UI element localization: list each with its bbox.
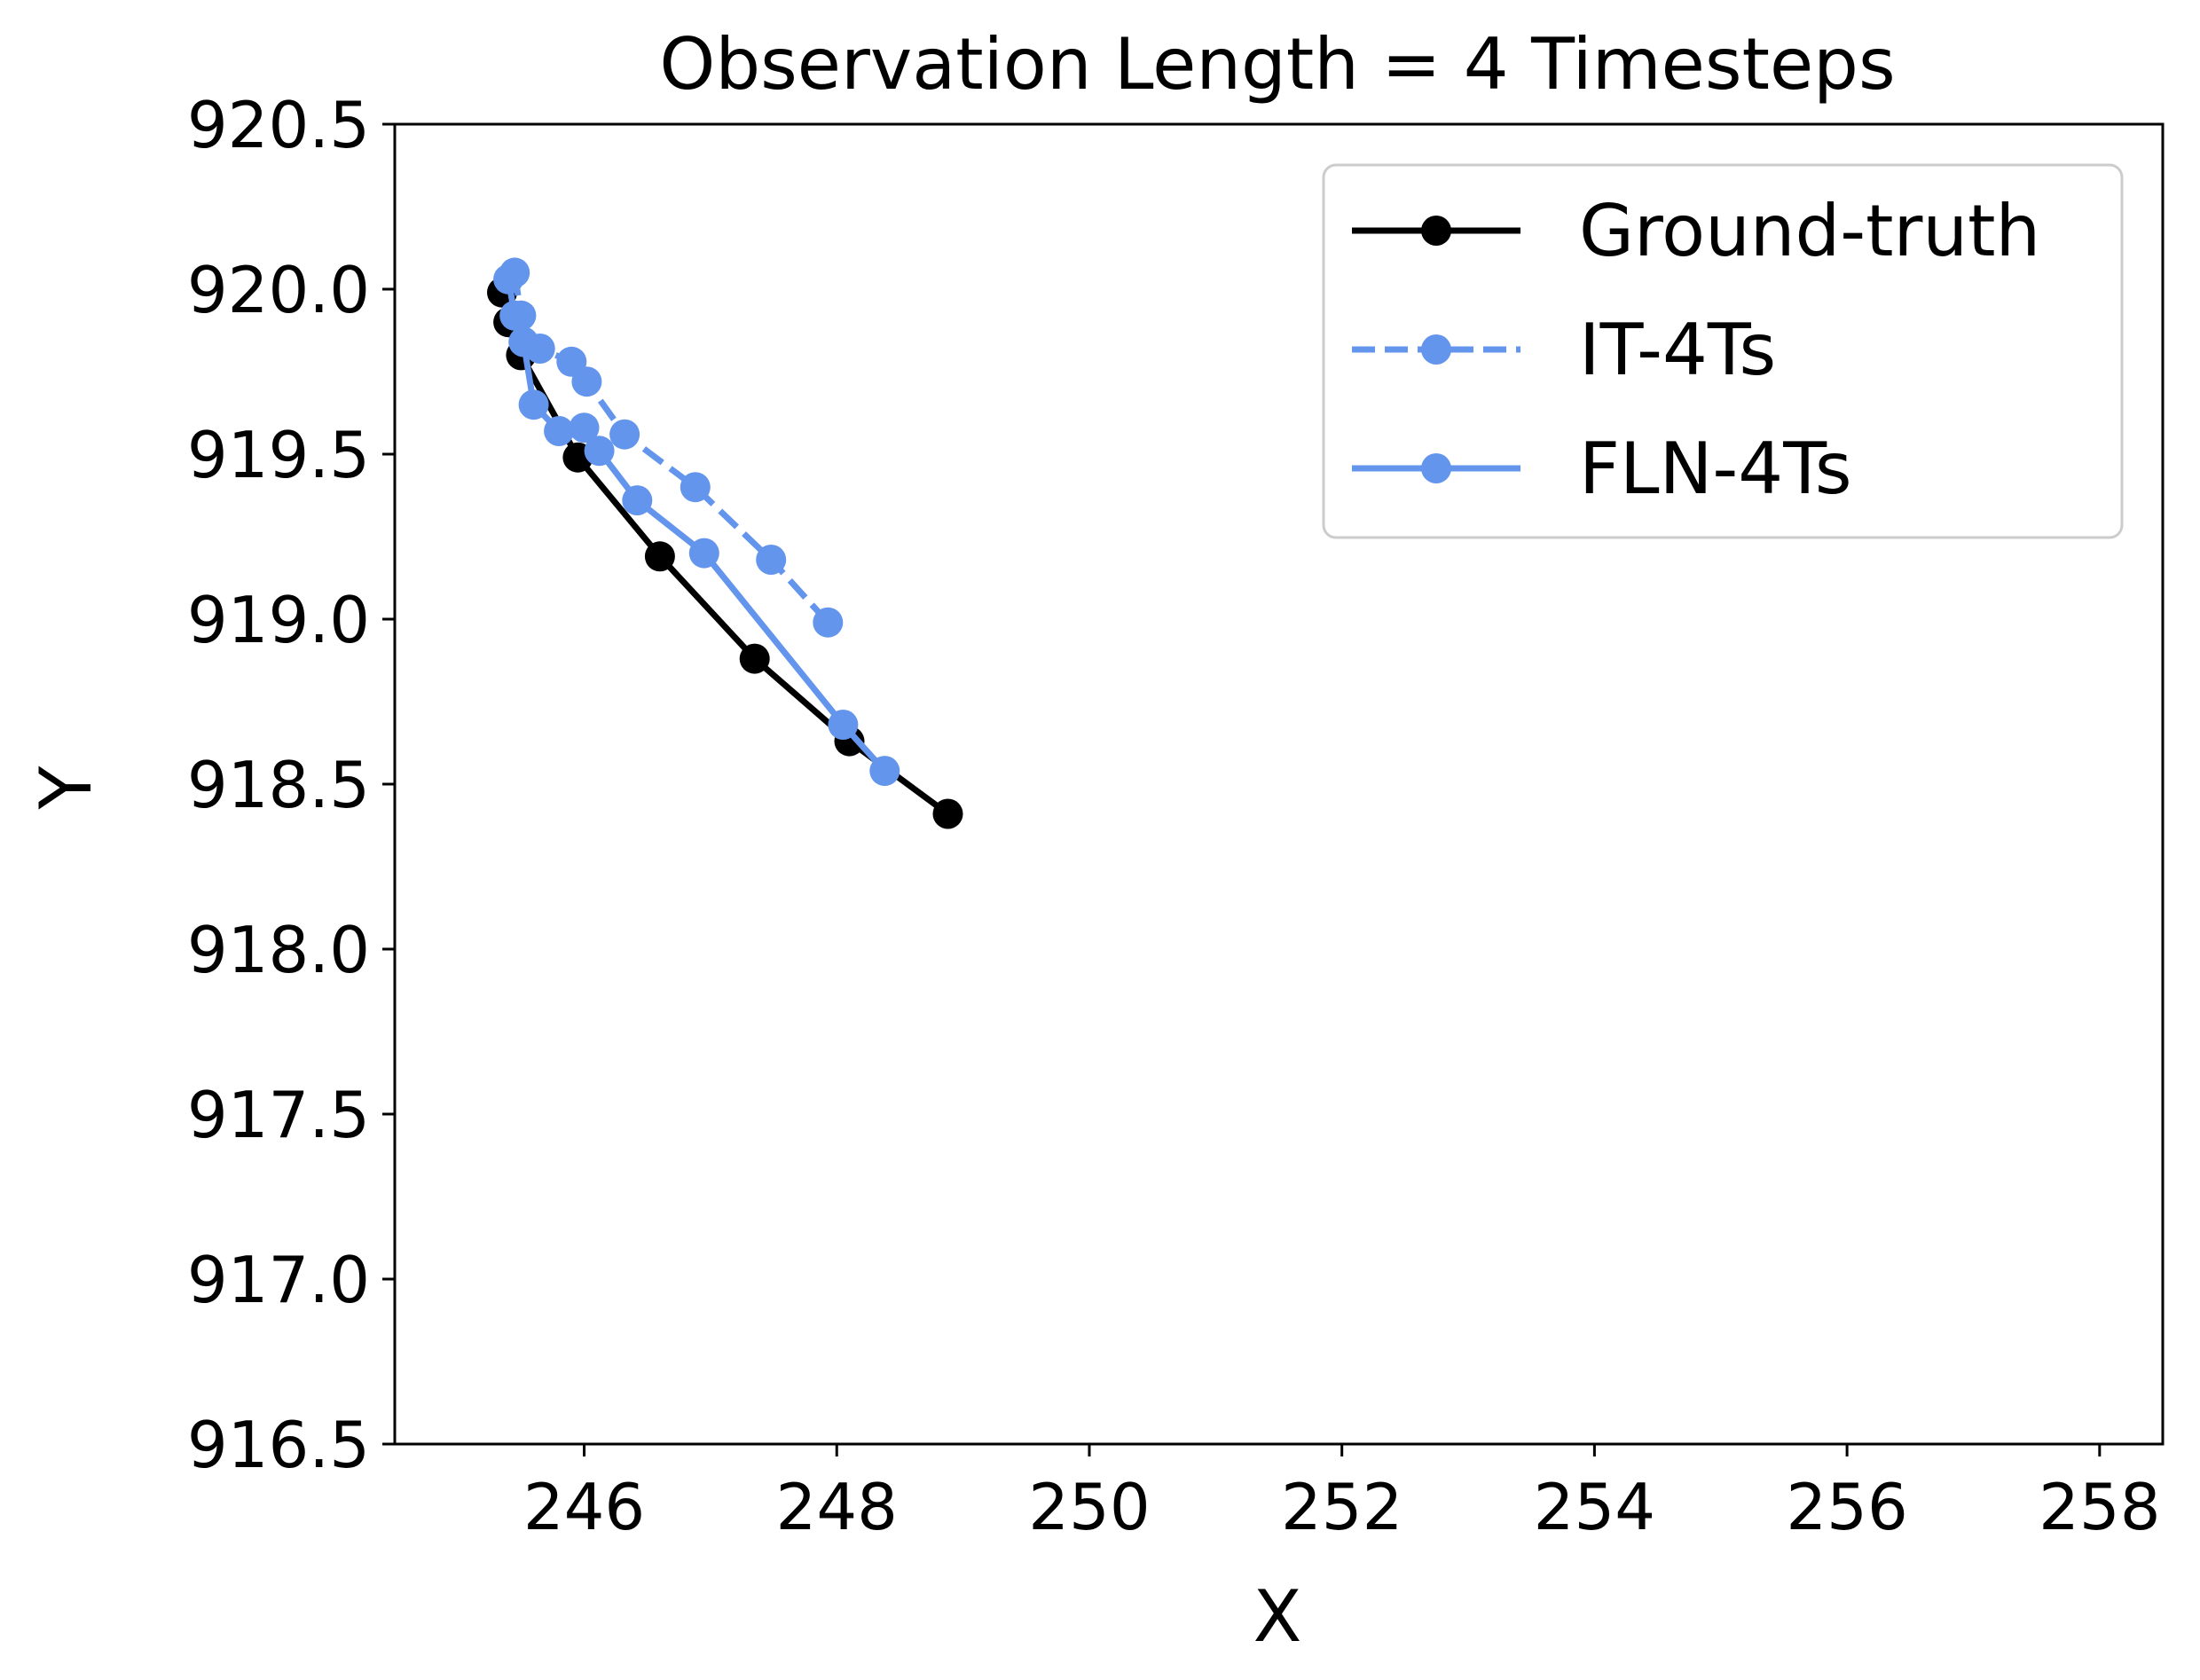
legend-marker-it-4ts [1421, 334, 1451, 365]
data-point-fln-4ts [828, 710, 859, 740]
y-tick-label: 918.5 [187, 748, 370, 822]
series-fln-4ts [493, 263, 900, 787]
legend: Ground-truth IT-4Ts FLN-4Ts [1322, 163, 2124, 539]
data-point-fln-4ts [622, 485, 653, 516]
x-tick-label: 250 [1028, 1470, 1150, 1544]
x-tick-label: 254 [1534, 1470, 1655, 1544]
y-tick-label: 919.0 [187, 583, 370, 657]
chart-title: Observation Length = 4 Timesteps [659, 23, 1895, 106]
data-point-fln-4ts [499, 300, 530, 331]
legend-label-ground-truth: Ground-truth [1579, 190, 2040, 272]
y-tick-label: 919.5 [187, 418, 370, 492]
data-point-fln-4ts [869, 756, 900, 787]
y-tick-label: 918.0 [187, 913, 370, 987]
legend-label-fln-4ts: FLN-4Ts [1579, 428, 1852, 510]
data-point-it-4ts [571, 366, 602, 397]
axes: 246 248 250 252 254 256 258 916.5 917.0 917.5 918.… [187, 88, 2165, 1544]
x-axis-label: X [1253, 1575, 1302, 1658]
data-point-fln-4ts [508, 326, 539, 357]
data-point-fln-4ts [688, 538, 719, 569]
y-tick-label: 917.5 [187, 1078, 370, 1152]
data-point-fln-4ts [493, 263, 524, 294]
legend-marker-fln-4ts [1421, 453, 1451, 483]
plot-area [487, 257, 963, 829]
legend-entry-ground-truth: Ground-truth [1352, 190, 2040, 272]
x-tick-label: 246 [523, 1470, 645, 1544]
x-tick-label: 258 [2039, 1470, 2160, 1544]
legend-entry-fln-4ts: FLN-4Ts [1352, 428, 1852, 510]
legend-box [1322, 163, 2124, 539]
data-point-it-4ts [680, 472, 711, 503]
data-point-it-4ts [756, 545, 787, 575]
data-point-fln-4ts [584, 436, 615, 467]
legend-marker-ground-truth [1421, 216, 1451, 246]
y-tick-label: 917.0 [187, 1243, 370, 1317]
data-point-fln-4ts [569, 412, 600, 444]
y-tick-label: 920.0 [187, 253, 370, 327]
data-point-ground-truth [739, 643, 770, 674]
data-point-it-4ts [609, 419, 640, 450]
data-point-ground-truth [932, 798, 963, 829]
x-tick-label: 252 [1281, 1470, 1402, 1544]
y-tick-label: 916.5 [187, 1408, 370, 1482]
data-point-fln-4ts [518, 389, 549, 420]
x-tick-label: 248 [776, 1470, 898, 1544]
data-point-ground-truth [644, 541, 675, 572]
legend-label-it-4ts: IT-4Ts [1579, 309, 1776, 391]
y-tick-label: 920.5 [187, 88, 370, 162]
data-point-fln-4ts [544, 416, 575, 446]
x-tick-label: 256 [1786, 1470, 1907, 1544]
y-axis-label: Y [25, 765, 107, 810]
data-point-it-4ts [813, 607, 844, 638]
legend-entry-it-4ts: IT-4Ts [1352, 309, 1776, 391]
